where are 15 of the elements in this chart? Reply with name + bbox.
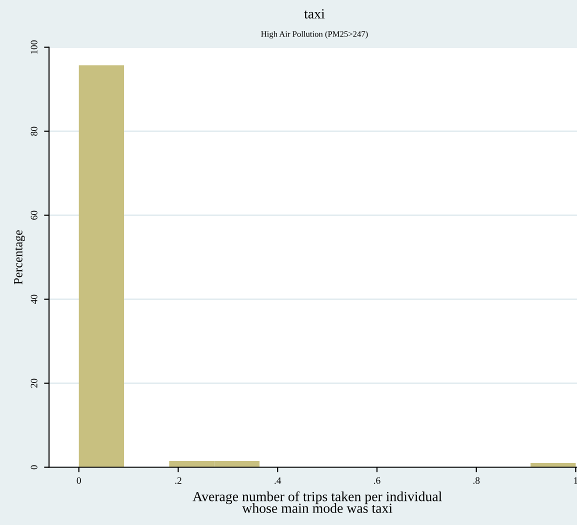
y-tick-label: 40 <box>30 294 38 304</box>
y-tick-label: 20 <box>30 378 38 388</box>
y-tick-label: 80 <box>30 126 38 136</box>
x-tick-label: .4 <box>274 477 282 484</box>
y-tick-label: 100 <box>30 40 38 54</box>
y-tick-label: 60 <box>30 210 38 220</box>
chart-subtitle: High Air Pollution (PM25>247) <box>261 30 368 39</box>
y-axis-title: Percentage <box>14 230 25 284</box>
x-tick-label: .8 <box>473 477 480 484</box>
x-tick-label: .2 <box>175 477 182 484</box>
chart-title: taxi <box>304 9 325 19</box>
x-tick-label: 0 <box>76 477 81 484</box>
x-tick-label: .6 <box>374 477 380 484</box>
x-axis-title: Average number of trips taken per individual whose main mode was taxi <box>192 491 442 513</box>
y-tick-label: 0 <box>30 465 38 470</box>
